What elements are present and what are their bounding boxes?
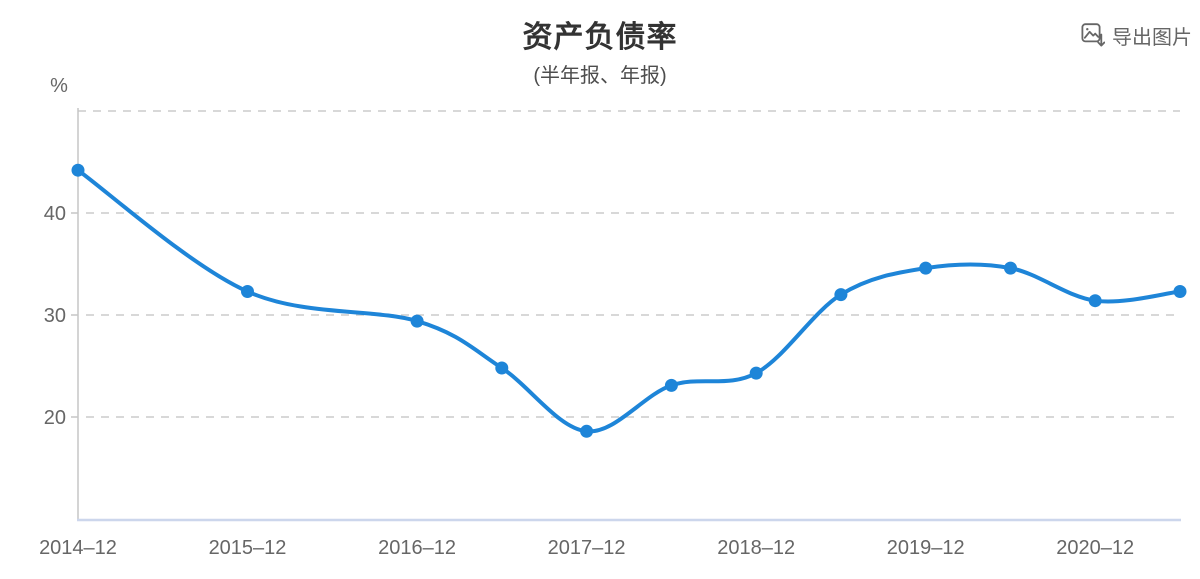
data-point-marker[interactable] — [834, 288, 848, 302]
data-point-marker[interactable] — [919, 261, 933, 275]
x-tick-label: 2020–12 — [1056, 537, 1134, 559]
y-tick-label: 30 — [44, 305, 66, 327]
data-point-marker[interactable] — [580, 424, 594, 438]
data-point-marker[interactable] — [410, 314, 424, 328]
data-point-marker[interactable] — [71, 163, 85, 177]
export-image-button[interactable]: 导出图片 — [1081, 21, 1192, 50]
y-axis-unit-label: % — [50, 75, 68, 97]
data-point-marker[interactable] — [241, 285, 254, 298]
export-image-label: 导出图片 — [1112, 27, 1192, 49]
x-tick-label: 2019–12 — [887, 537, 965, 559]
chart-title: 资产负债率 — [522, 21, 678, 54]
chart-subtitle: (半年报、年报) — [533, 65, 667, 87]
data-point-marker[interactable] — [495, 361, 509, 375]
data-point-marker[interactable] — [1088, 294, 1102, 308]
y-tick-label: 40 — [44, 203, 66, 225]
data-point-marker[interactable] — [1173, 285, 1187, 298]
image-download-icon — [1081, 22, 1105, 49]
x-tick-label: 2016–12 — [378, 537, 456, 559]
data-point-marker[interactable] — [664, 378, 678, 392]
x-tick-label: 2017–12 — [548, 537, 626, 559]
x-tick-label: 2014–12 — [39, 537, 117, 559]
data-point-marker[interactable] — [1004, 261, 1017, 275]
series-line — [76, 168, 1182, 434]
x-tick-label: 2018–12 — [717, 537, 795, 559]
data-point-marker[interactable] — [749, 366, 763, 380]
x-tick-label: 2015–12 — [209, 537, 287, 559]
y-tick-label: 20 — [44, 407, 66, 429]
